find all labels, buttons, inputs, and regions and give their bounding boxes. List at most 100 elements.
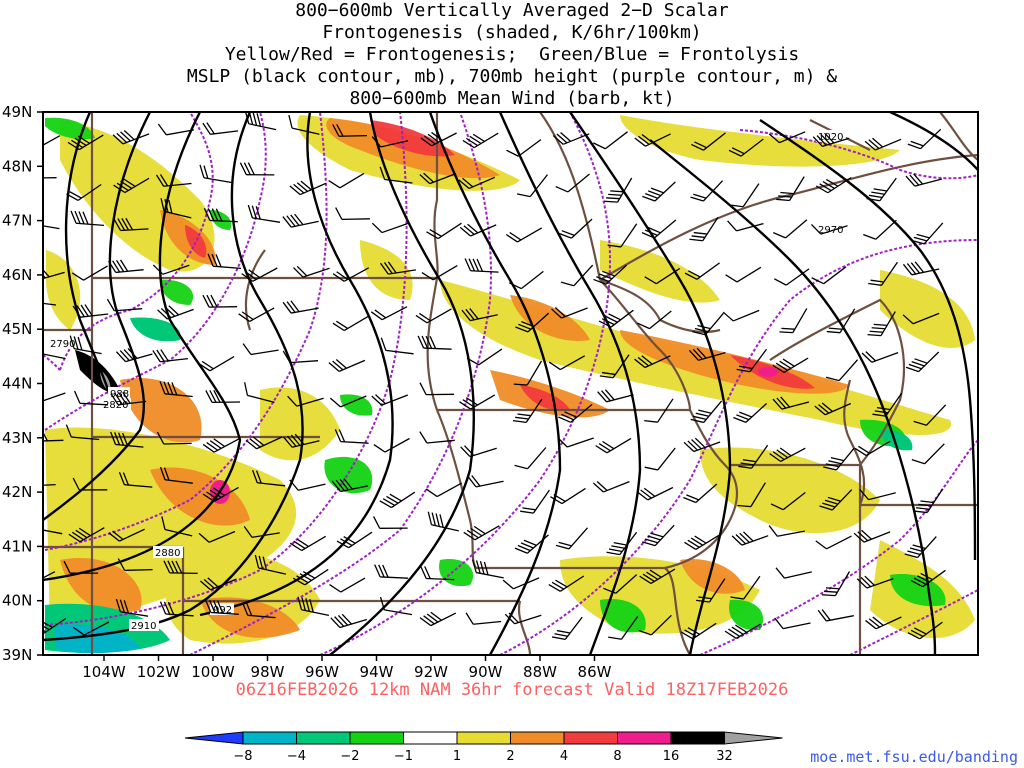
- wind-barb: [43, 428, 64, 442]
- wind-barb: [110, 431, 144, 448]
- wind-barb: [599, 354, 630, 379]
- wind-barb: [461, 308, 498, 322]
- wind-barb: [69, 335, 102, 355]
- wind-barb: [811, 266, 847, 285]
- wind-barb: [43, 177, 57, 179]
- wind-barb: [288, 114, 320, 135]
- wind-barb: [373, 437, 410, 453]
- lon-tick-label: 94W: [360, 663, 394, 681]
- wind-barb: [73, 390, 108, 406]
- wind-barb: [642, 524, 675, 547]
- wind-barb: [772, 219, 808, 239]
- wind-barb: [335, 207, 370, 221]
- colorbar-label: 1: [453, 749, 461, 764]
- lon-tick-label: 98W: [251, 663, 285, 681]
- wind-barb: [683, 437, 721, 453]
- lat-tick-label: 43N: [2, 429, 32, 447]
- wind-barb: [872, 392, 903, 417]
- wind-barb: [516, 174, 549, 198]
- wind-barb: [728, 138, 764, 157]
- wind-barb: [821, 571, 851, 597]
- wind-barb: [593, 131, 628, 150]
- wind-barb: [638, 614, 672, 636]
- wind-barb: [775, 567, 812, 579]
- wind-barb: [419, 172, 457, 185]
- wind-barb: [810, 223, 848, 235]
- wind-barb: [823, 447, 855, 471]
- wind-barb: [772, 396, 810, 410]
- colorbar: −8 −4 −2 −1 1 2 4 8 16 32: [184, 731, 783, 764]
- wind-barb: [826, 308, 856, 334]
- wind-barb: [118, 471, 153, 488]
- wind-barb: [825, 359, 859, 382]
- wind-barb: [733, 403, 768, 423]
- colorbar-label: 4: [560, 749, 568, 764]
- wind-barb: [247, 204, 281, 223]
- wind-barb: [597, 389, 634, 403]
- wind-barb: [684, 262, 720, 280]
- wind-barb: [155, 174, 192, 187]
- contour-label-2820: 2820: [103, 400, 128, 411]
- wind-barb: [374, 564, 409, 579]
- wind-barb: [297, 596, 330, 617]
- wind-barb: [464, 258, 499, 273]
- contour-label-2880: 2880: [155, 548, 180, 559]
- wind-barb: [691, 132, 726, 151]
- wind-barb: [251, 469, 286, 487]
- wind-barb: [159, 381, 193, 398]
- title-line-5: 800−600mb Mean Wind (barb, kt): [349, 88, 675, 109]
- wind-barb: [902, 261, 940, 276]
- wind-barb: [70, 210, 105, 227]
- wind-barb: [644, 447, 676, 471]
- wind-barb: [163, 560, 198, 575]
- wind-barb: [334, 429, 369, 444]
- colorbar-segment: [563, 731, 618, 745]
- lat-tick-label: 42N: [2, 483, 32, 501]
- lon-tick-label: 102W: [137, 663, 181, 681]
- wind-barb: [379, 166, 413, 184]
- wind-barb: [592, 480, 630, 493]
- lon-tick-label: 96W: [305, 663, 339, 681]
- wind-barb: [331, 478, 369, 493]
- wind-barb: [459, 394, 496, 410]
- wind-barb: [774, 268, 810, 286]
- colorbar-label: −4: [287, 749, 306, 764]
- wind-barb: [738, 444, 769, 469]
- wind-barb: [328, 172, 365, 189]
- colorbar-segment: [724, 731, 783, 745]
- wind-barb: [471, 559, 504, 579]
- wind-barb: [512, 398, 543, 423]
- wind-barb: [199, 577, 237, 591]
- wind-barb: [420, 131, 457, 147]
- wind-barb: [550, 487, 586, 505]
- wind-barb: [289, 180, 327, 196]
- wind-barb: [106, 298, 143, 312]
- wind-barb: [683, 483, 718, 504]
- title-line-3: Yellow/Red = Frontogenesis; Green/Blue =…: [224, 44, 800, 65]
- wind-barb: [370, 306, 408, 321]
- wind-barb: [910, 569, 946, 588]
- colorbar-label: 8: [613, 749, 621, 764]
- lon-tick-label: 90W: [469, 663, 503, 681]
- colorbar-label: 32: [716, 749, 733, 764]
- colorbar-segment: [617, 731, 672, 745]
- colorbar-segment: [510, 731, 565, 745]
- wind-barbs: [43, 112, 947, 641]
- wind-barb: [242, 343, 279, 356]
- wind-barb: [71, 265, 108, 281]
- contour-label-1020: 1020: [818, 132, 843, 143]
- wind-barb: [329, 577, 366, 593]
- wind-barb: [913, 404, 947, 426]
- wind-barb: [292, 568, 329, 586]
- wind-barb: [202, 122, 239, 135]
- wind-barb: [644, 398, 674, 423]
- wind-barb: [551, 307, 588, 319]
- wind-barb: [853, 529, 891, 543]
- wind-barb: [379, 261, 416, 275]
- wind-barb: [865, 616, 902, 630]
- wind-barb: [329, 395, 367, 408]
- lat-tick-label: 49N: [2, 103, 32, 121]
- wind-barb: [152, 264, 190, 275]
- wind-barb: [336, 531, 373, 549]
